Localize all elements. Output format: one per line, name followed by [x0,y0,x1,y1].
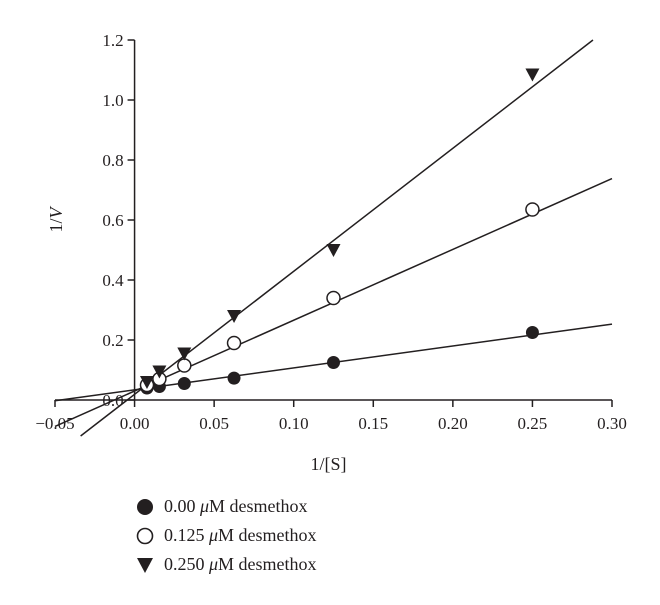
y-tick-label: 1.2 [102,31,123,50]
legend-label: 0.250 μM desmethox [164,554,317,574]
data-point-filled-triangle [326,244,341,257]
x-axis-title: 1/[S] [311,454,347,474]
data-point-open-circle [226,335,242,351]
x-tick-label: 0.30 [597,414,627,433]
y-tick-label: 1.0 [102,91,123,110]
legend-label: 0.00 μM desmethox [164,496,308,516]
legend-item: 0.125 μM desmethox [134,521,317,550]
y-axis-title-variable: V [46,205,66,218]
fit-line [80,39,594,437]
data-point-filled-circle [227,371,241,385]
filled-triangle-down-marker-icon [137,557,153,573]
axis-labels: 1/[S] 1/V [46,205,347,474]
legend-item: 0.250 μM desmethox [134,550,317,579]
legend-item: 0.00 μM desmethox [134,492,317,521]
y-tick-label: 0.6 [102,211,123,230]
data-point-filled-triangle [227,310,242,323]
data-point-filled-triangle [525,68,540,82]
data-point-filled-triangle [177,347,192,361]
x-tick-label: 0.25 [518,414,548,433]
open-circle-marker-icon [136,527,154,544]
x-tick-label: 0.20 [438,414,468,433]
x-tick-label: 0.10 [279,414,309,433]
x-tick-label: −0.05 [35,414,74,433]
x-tick-label: 0.05 [199,414,229,433]
fit-lines [54,39,613,437]
x-tick-label: 0.15 [358,414,388,433]
x-tick-label: 0.00 [120,414,150,433]
data-point-open-circle [326,290,341,306]
data-point-open-circle [177,358,192,373]
data-point-filled-circle [177,377,191,390]
data-point-filled-triangle [152,365,167,379]
plot-area: −0.050.000.050.100.150.200.250.300.00.20… [35,31,627,474]
data-point-filled-circle [327,356,340,369]
legend-label: 0.125 μM desmethox [164,525,317,545]
y-tick-label: 0.8 [102,151,123,170]
axes: −0.050.000.050.100.150.200.250.300.00.20… [35,31,627,433]
y-axis-title: 1/V [46,205,66,232]
data-point-open-circle [525,202,540,217]
data-markers [139,68,540,395]
data-point-filled-circle [525,326,539,339]
y-tick-label: 0.2 [102,331,123,350]
filled-circle-marker-icon [137,498,153,515]
data-point-filled-triangle [139,376,154,389]
y-tick-label: 0.4 [102,271,124,290]
legend: 0.00 μM desmethox 0.125 μM desmethox 0.2… [134,492,317,579]
y-axis-title-prefix: 1/ [46,218,66,232]
